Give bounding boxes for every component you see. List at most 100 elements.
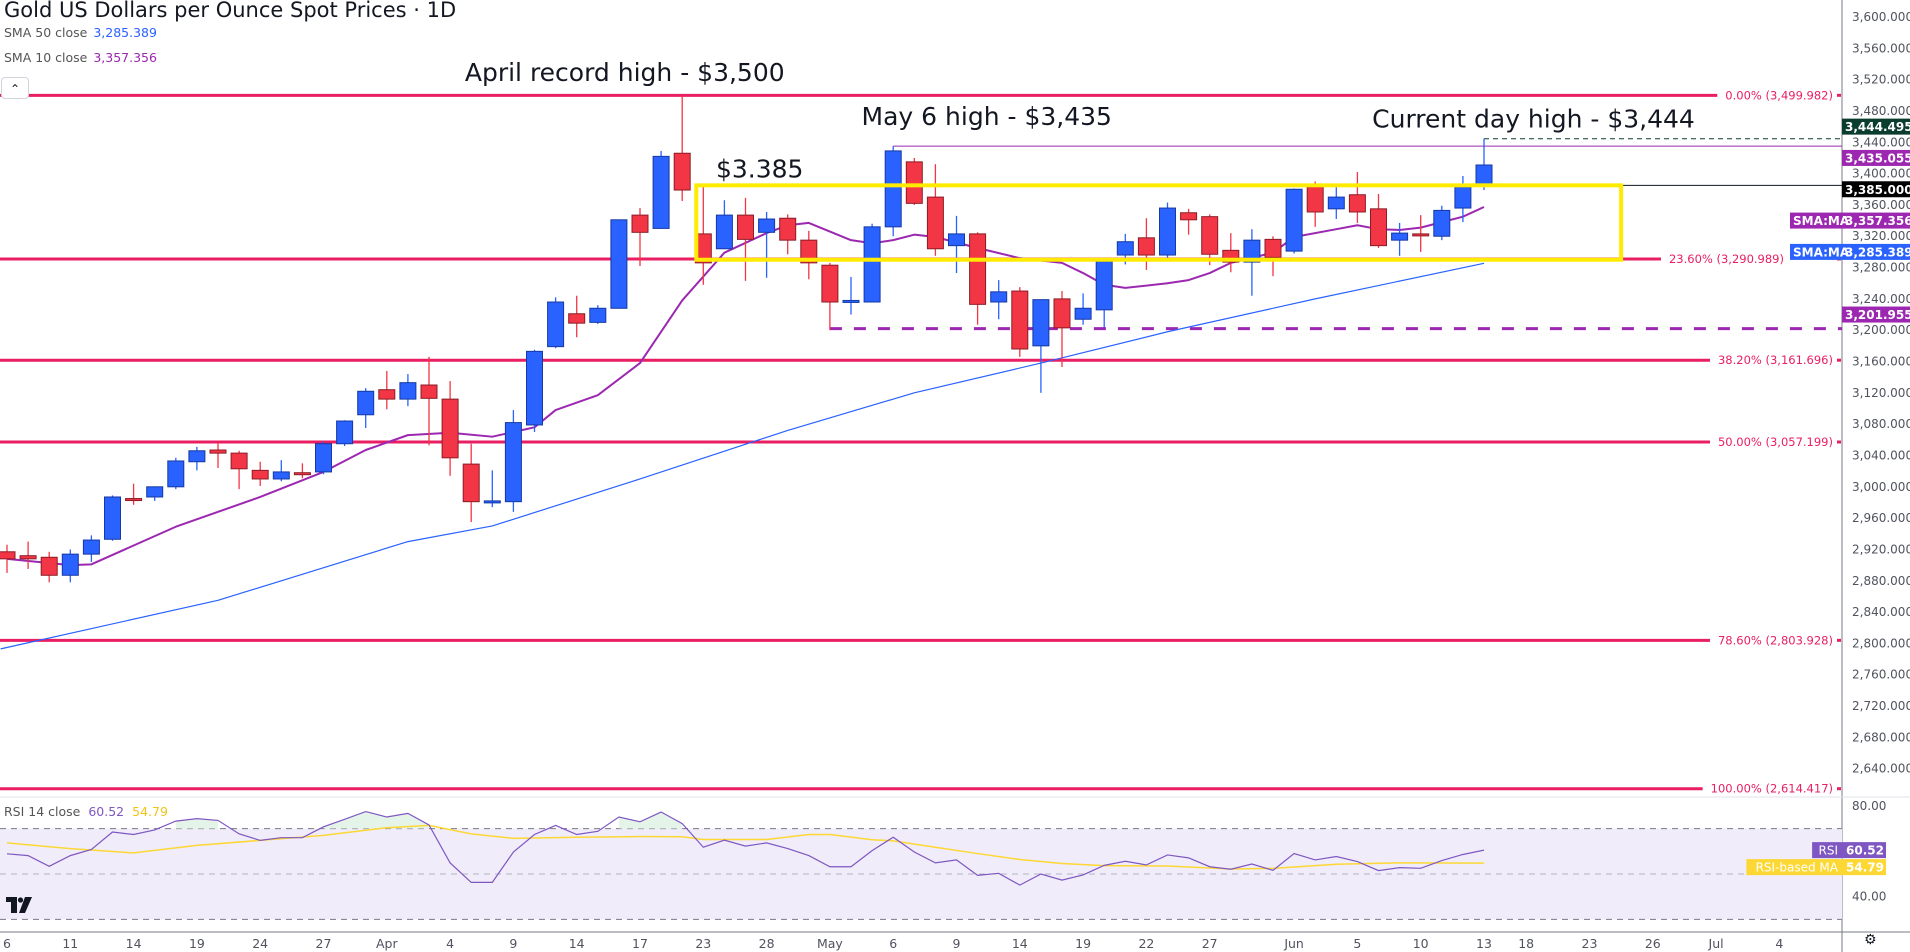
candle[interactable]	[1222, 233, 1240, 273]
candle-body	[1370, 208, 1387, 247]
fib-level-marker	[1837, 787, 1841, 791]
candle-body	[399, 382, 417, 400]
candle-body	[1285, 188, 1303, 252]
price-tick: 3,400.000	[1852, 167, 1910, 181]
candle[interactable]	[230, 450, 248, 490]
rsi-legend[interactable]: RSI 14 close 60.52 54.79	[4, 804, 168, 819]
annotation-label: May 6 high - $3,435	[862, 102, 1112, 131]
candle[interactable]	[842, 276, 860, 315]
candle[interactable]	[758, 211, 776, 278]
candle[interactable]	[589, 305, 607, 324]
candle[interactable]	[1201, 214, 1219, 266]
candle[interactable]	[631, 208, 649, 266]
candle[interactable]	[1348, 172, 1366, 223]
candle[interactable]	[779, 214, 797, 255]
candle[interactable]	[167, 457, 185, 490]
candle[interactable]	[251, 461, 269, 487]
tradingview-logo[interactable]	[6, 897, 32, 917]
candle[interactable]	[905, 157, 923, 205]
candle[interactable]	[1412, 215, 1430, 252]
candle[interactable]	[357, 388, 375, 429]
candle[interactable]	[61, 549, 79, 583]
candle-body	[1116, 241, 1134, 256]
candle[interactable]	[1454, 175, 1472, 223]
candle[interactable]	[188, 446, 206, 471]
candle[interactable]	[125, 483, 143, 505]
candle[interactable]	[1285, 188, 1303, 254]
candle[interactable]	[82, 535, 100, 562]
candle[interactable]	[1180, 208, 1198, 235]
collapse-legend-button[interactable]: ⌃	[1, 77, 29, 99]
candle[interactable]	[652, 150, 670, 229]
candle[interactable]	[1159, 202, 1176, 261]
candle[interactable]	[483, 470, 501, 508]
date-label: 13	[1476, 936, 1492, 951]
candle[interactable]	[1370, 193, 1387, 248]
candle[interactable]	[504, 410, 522, 512]
candle[interactable]	[1243, 229, 1261, 296]
candle[interactable]	[948, 215, 965, 274]
candle[interactable]	[1116, 233, 1134, 265]
candle[interactable]	[1475, 138, 1493, 191]
candle[interactable]	[1095, 260, 1113, 328]
candle[interactable]	[462, 443, 480, 523]
candle[interactable]	[673, 95, 691, 202]
sma50-legend[interactable]: SMA 50 close 3,285.389	[4, 25, 157, 40]
candle[interactable]	[568, 295, 586, 338]
candle[interactable]	[272, 460, 290, 482]
candle[interactable]	[1053, 291, 1071, 368]
candle[interactable]	[863, 223, 881, 303]
candle[interactable]	[40, 551, 58, 583]
candle[interactable]	[547, 297, 565, 349]
candle[interactable]	[737, 197, 754, 281]
rsi-tag-value: 60.52	[1846, 844, 1884, 858]
candle[interactable]	[1011, 287, 1029, 357]
candle[interactable]	[293, 463, 311, 479]
candle[interactable]	[1137, 218, 1155, 270]
candle[interactable]	[1032, 299, 1050, 393]
candle[interactable]	[800, 230, 818, 280]
candle[interactable]	[336, 420, 354, 447]
candle[interactable]	[1074, 293, 1092, 325]
rsi-ma-value: 54.79	[132, 804, 168, 819]
candle-body	[884, 150, 902, 228]
candle[interactable]	[315, 441, 332, 475]
candle[interactable]	[146, 486, 164, 501]
rsi-tick: 40.00	[1852, 890, 1886, 904]
rsi-label: RSI 14 close	[4, 804, 81, 819]
price-tick: 3,440.000	[1852, 135, 1910, 149]
gear-icon[interactable]: ⚙	[1864, 932, 1877, 948]
candle[interactable]	[821, 262, 839, 331]
candle[interactable]	[1264, 236, 1282, 277]
candle-body	[1306, 186, 1324, 213]
candle[interactable]	[378, 370, 396, 410]
candle[interactable]	[420, 356, 438, 446]
candle[interactable]	[399, 374, 417, 407]
candle[interactable]	[0, 544, 16, 573]
sma10-label: SMA 10 close	[4, 50, 88, 65]
candle[interactable]	[990, 280, 1008, 320]
candle[interactable]	[969, 232, 987, 325]
candle[interactable]	[610, 219, 628, 309]
date-label: Jul	[1708, 936, 1724, 951]
date-label: 23	[695, 936, 711, 951]
fib-level-label: 78.60% (2,803.928)	[1718, 633, 1833, 647]
candle[interactable]	[526, 349, 543, 432]
candle[interactable]	[926, 164, 944, 256]
candle[interactable]	[441, 381, 459, 476]
candle[interactable]	[884, 146, 902, 237]
fib-level-label: 0.00% (3,499.982)	[1725, 88, 1833, 102]
candle[interactable]	[1306, 181, 1324, 227]
candle[interactable]	[104, 495, 121, 541]
sma10-legend[interactable]: SMA 10 close 3,357.356	[4, 50, 157, 65]
candle[interactable]	[209, 442, 227, 469]
candle[interactable]	[1391, 222, 1409, 256]
candle-body	[1011, 290, 1029, 350]
candle[interactable]	[715, 200, 733, 250]
candle[interactable]	[1433, 205, 1451, 241]
candle-body	[146, 486, 164, 498]
date-label: 10	[1413, 936, 1429, 951]
candle[interactable]	[19, 541, 37, 570]
candle[interactable]	[1327, 186, 1345, 220]
